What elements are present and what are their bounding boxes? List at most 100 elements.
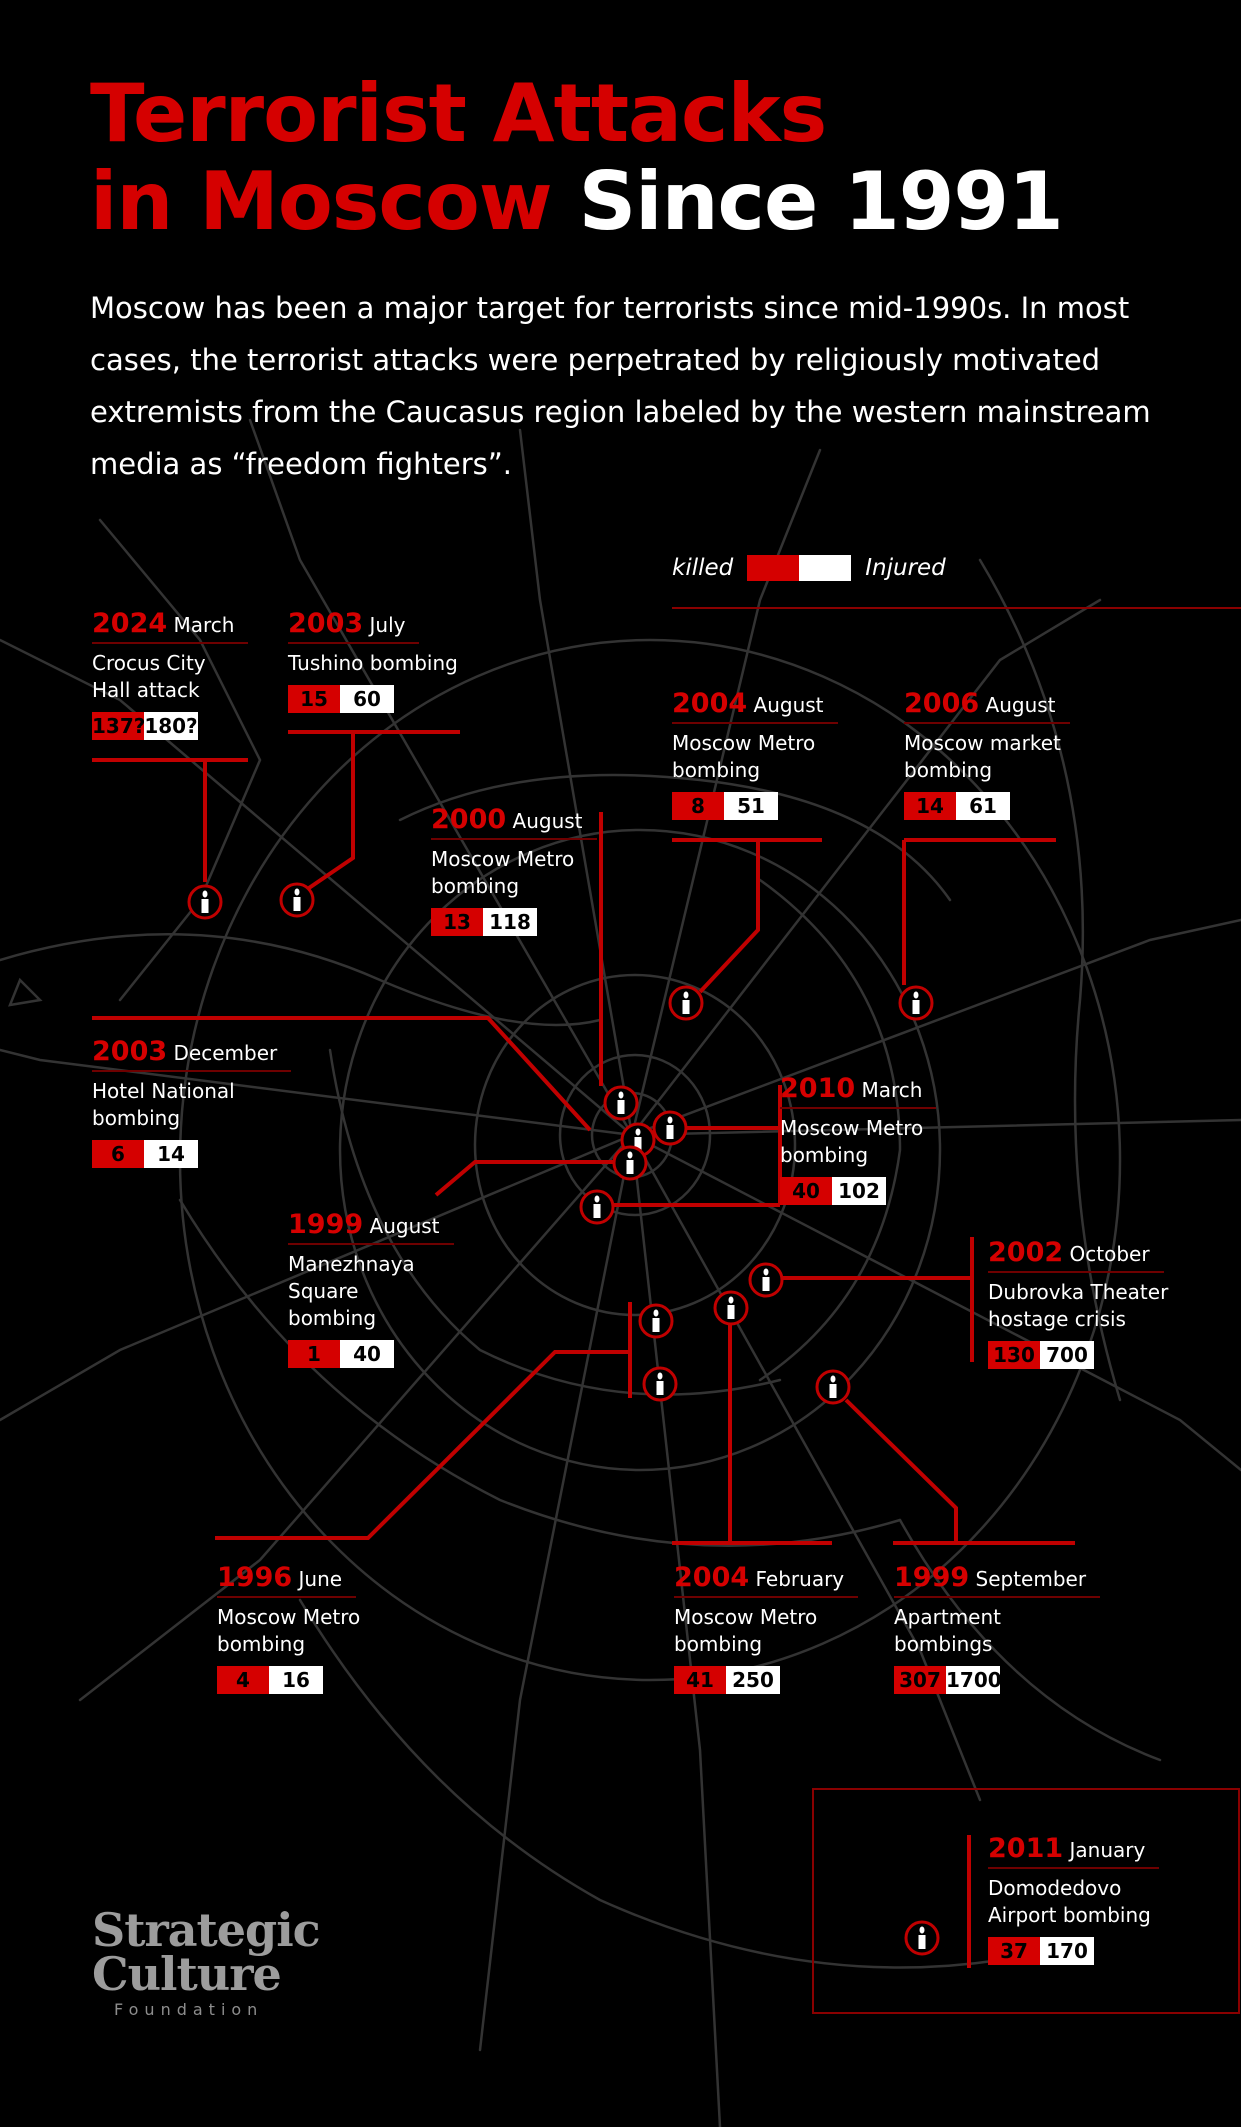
event-month: August	[506, 809, 583, 833]
injured-count: 102	[832, 1177, 886, 1205]
killed-count: 137?	[92, 712, 146, 740]
killed-count: 37	[988, 1937, 1040, 1965]
event-2004-august: 2004 August Moscow Metro bombing 8 51	[672, 688, 838, 820]
candle-icon	[652, 1110, 688, 1146]
injured-count: 16	[269, 1666, 323, 1694]
killed-count: 4	[217, 1666, 269, 1694]
killed-count: 41	[674, 1666, 726, 1694]
event-year: 2002	[988, 1237, 1064, 1268]
killed-count: 6	[92, 1140, 144, 1168]
killed-count: 8	[672, 792, 724, 820]
event-casualties: 37 170	[988, 1937, 1159, 1965]
event-month: January	[1063, 1838, 1146, 1862]
event-name: Moscow Metro bombing	[780, 1116, 924, 1167]
candle-icon	[815, 1369, 851, 1405]
event-month: March	[855, 1078, 923, 1102]
event-name: Hotel National bombing	[92, 1079, 235, 1130]
candle-icon	[904, 1920, 940, 1956]
killed-count: 307	[894, 1666, 946, 1694]
legend-killed-swatch	[747, 555, 800, 581]
event-year: 2006	[904, 688, 980, 719]
title-line2-red: in Moscow	[90, 155, 553, 248]
event-casualties: 6 14	[92, 1140, 291, 1168]
legend-injured-label: Injured	[865, 555, 946, 581]
event-month: March	[167, 613, 235, 637]
event-casualties: 1 40	[288, 1340, 454, 1368]
injured-count: 14	[144, 1140, 198, 1168]
event-name: Crocus City Hall attack	[92, 651, 206, 702]
event-date: 2004 August	[672, 688, 838, 724]
event-casualties: 8 51	[672, 792, 838, 820]
killed-count: 13	[431, 908, 483, 936]
page-title: Terrorist Attacks in Moscow Since 1991	[90, 67, 1064, 248]
event-date: 2003 July	[288, 608, 420, 644]
killed-count: 130	[988, 1341, 1040, 1369]
injured-count: 40	[340, 1340, 394, 1368]
event-year: 2003	[92, 1036, 168, 1067]
event-1996-june: 1996 June Moscow Metro bombing 4 16	[217, 1562, 360, 1694]
candle-icon	[638, 1303, 674, 1339]
event-2000-august: 2000 August Moscow Metro bombing 13 118	[431, 804, 597, 936]
event-2024-march: 2024 March Crocus City Hall attack 137? 180?	[92, 608, 249, 740]
candle-icon	[668, 985, 704, 1021]
logo-line2: Culture	[92, 1947, 282, 2001]
injured-count: 180?	[144, 712, 198, 740]
airport-inset-frame	[812, 1788, 1240, 2014]
event-year: 2010	[780, 1073, 856, 1104]
title-line1: Terrorist Attacks	[90, 67, 827, 160]
event-year: 2000	[431, 804, 507, 835]
legend: killed Injured	[672, 552, 946, 584]
legend-injured-swatch	[799, 555, 852, 581]
event-year: 2004	[672, 688, 748, 719]
candle-icon	[579, 1189, 615, 1225]
legend-killed-label: killed	[672, 555, 734, 581]
event-date: 1999 August	[288, 1209, 454, 1245]
event-month: August	[979, 693, 1056, 717]
event-name: Manezhnaya Square bombing	[288, 1252, 415, 1330]
event-casualties: 4 16	[217, 1666, 360, 1694]
event-date: 1999 September	[894, 1562, 1101, 1598]
logo-line3: Foundation	[114, 2000, 264, 2019]
event-date: 2010 March	[780, 1073, 937, 1109]
event-date: 1996 June	[217, 1562, 357, 1598]
candle-icon	[187, 884, 223, 920]
event-year: 1999	[288, 1209, 364, 1240]
event-date: 2000 August	[431, 804, 597, 840]
event-year: 2004	[674, 1562, 750, 1593]
event-name: Domodedovo Airport bombing	[988, 1876, 1151, 1927]
event-name: Dubrovka Theater hostage crisis	[988, 1280, 1169, 1331]
event-2011-january: 2011 January Domodedovo Airport bombing 37 1…	[988, 1833, 1160, 1965]
candle-icon	[603, 1085, 639, 1121]
event-casualties: 137? 180?	[92, 712, 248, 740]
event-name: Apartment bombings	[894, 1605, 1002, 1656]
event-name: Moscow Metro bombing	[672, 731, 816, 782]
event-month: July	[363, 613, 406, 637]
event-name: Moscow Metro bombing	[431, 847, 575, 898]
event-date: 2024 March	[92, 608, 249, 644]
title-line2-white: Since 1991	[578, 155, 1064, 248]
injured-count: 1700	[946, 1666, 1002, 1694]
killed-count: 15	[288, 685, 340, 713]
candle-icon	[748, 1262, 784, 1298]
event-2010-march: 2010 March Moscow Metro bombing 40 102	[780, 1073, 937, 1205]
event-year: 2024	[92, 608, 168, 639]
event-month: August	[747, 693, 824, 717]
killed-count: 1	[288, 1340, 340, 1368]
event-name: Tushino bombing	[288, 651, 458, 675]
event-date: 2004 February	[674, 1562, 859, 1598]
legend-divider	[672, 607, 1241, 609]
event-date: 2011 January	[988, 1833, 1160, 1869]
killed-count: 14	[904, 792, 956, 820]
event-name: Moscow Metro bombing	[674, 1605, 818, 1656]
event-date: 2003 December	[92, 1036, 292, 1072]
event-casualties: 40 102	[780, 1177, 936, 1205]
event-1999-september: 1999 September Apartment bombings 307 1700	[894, 1562, 1101, 1694]
event-casualties: 15 60	[288, 685, 458, 713]
candle-icon	[713, 1290, 749, 1326]
intro-paragraph: Moscow has been a major target for terro…	[90, 291, 1151, 481]
event-casualties: 307 1700	[894, 1666, 1100, 1694]
candle-icon	[898, 985, 934, 1021]
injured-count: 170	[1040, 1937, 1094, 1965]
